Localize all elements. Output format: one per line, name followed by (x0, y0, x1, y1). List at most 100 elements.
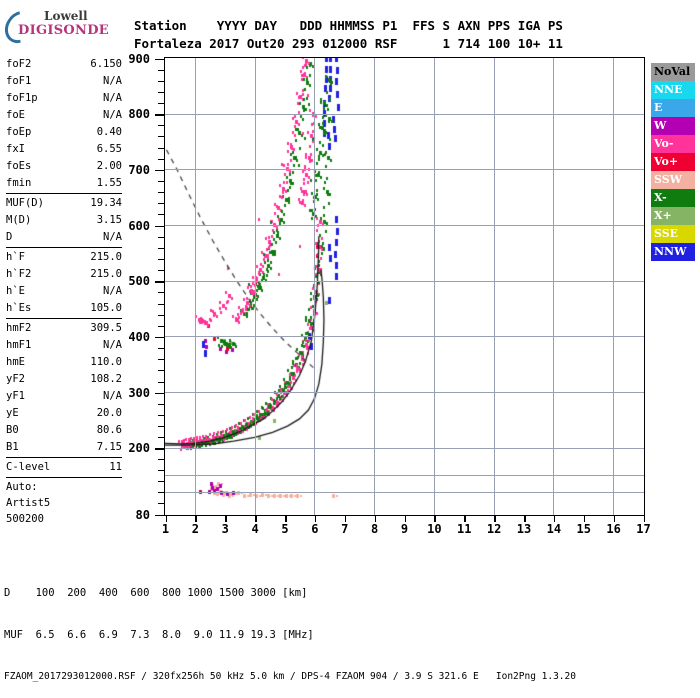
param-value: 3.15 (96, 214, 122, 226)
y-tick-major (155, 392, 164, 395)
y-tick-major (155, 169, 164, 172)
y-tick-minor (158, 103, 164, 105)
legend-swatch-ssw[interactable]: SSW (651, 171, 695, 189)
x-tick (255, 515, 257, 522)
param-value: 19.34 (90, 197, 122, 209)
param-row-fmin: fmin 1.55 (4, 175, 124, 192)
param-key: yE (6, 407, 19, 419)
x-tick (225, 515, 227, 522)
param-value: 2.00 (96, 160, 122, 172)
x-axis-tick-label: 15 (576, 522, 591, 536)
x-axis-tick-label: 17 (636, 522, 651, 536)
x-tick (374, 515, 377, 522)
y-tick-major (155, 336, 164, 339)
param-row-fof1: foF1 N/A (4, 73, 124, 90)
y-tick-minor (158, 80, 164, 82)
param-row-md: M(D) 3.15 (4, 212, 124, 229)
y-tick-minor (158, 437, 164, 439)
param-value: 80.6 (96, 424, 122, 436)
param-value: N/A (103, 231, 122, 243)
legend-swatch-e[interactable]: E (651, 99, 695, 117)
param-value: 6.55 (96, 143, 122, 155)
grid-line-v (433, 58, 435, 515)
y-tick-minor (158, 214, 164, 216)
y-tick-minor (158, 292, 164, 294)
param-key: D (6, 231, 13, 243)
y-tick-minor (158, 181, 164, 183)
ionogram-canvas[interactable] (165, 58, 643, 514)
param-value: 20.0 (96, 407, 122, 419)
footer-distance-row: D 100 200 400 600 800 1000 1500 3000 [km… (4, 587, 308, 599)
logo-brand-top: Lowell (44, 9, 88, 23)
legend-swatch-nne[interactable]: NNE (651, 81, 695, 99)
footer-file-row: FZAOM_2017293012000.RSF / 320fx256h 50 k… (4, 671, 576, 682)
direction-color-legend: NoVal NNE E W Vo- Vo+ SSW X- X+ SSE NNW (651, 63, 695, 261)
param-row-clevel: C-level 11 (4, 459, 124, 476)
param-key: hmF1 (6, 339, 32, 351)
x-axis-tick-label: 10 (427, 522, 442, 536)
x-axis-tick-label: 14 (546, 522, 562, 536)
param-row-mufd: MUF(D) 19.34 (4, 195, 124, 212)
param-row-yf1: yF1 N/A (4, 388, 124, 405)
param-key: h`F2 (6, 268, 32, 280)
x-tick (464, 515, 466, 522)
legend-swatch-vo[interactable]: Vo+ (651, 153, 695, 171)
param-key: B1 (6, 441, 19, 453)
grid-line-h (165, 280, 644, 282)
x-tick (583, 515, 586, 522)
x-tick (643, 515, 645, 522)
legend-swatch-vo[interactable]: Vo- (651, 135, 695, 153)
param-row-b0: B0 80.6 (4, 422, 124, 439)
x-tick (494, 515, 496, 522)
footer-muf-row: MUF 6.5 6.6 6.9 7.3 8.0 9.0 11.9 19.3 [M… (4, 629, 314, 641)
y-tick-minor (158, 370, 164, 372)
grid-line-v (314, 58, 316, 515)
param-group-divider (6, 457, 122, 458)
x-tick (195, 515, 197, 522)
param-key: foF1p (6, 92, 38, 104)
param-group-divider (6, 318, 122, 319)
param-row-hmf2: hmF2 309.5 (4, 320, 124, 337)
legend-swatch-w[interactable]: W (651, 117, 695, 135)
y-tick-minor (158, 325, 164, 327)
grid-line-v (493, 58, 495, 515)
legend-swatch-x[interactable]: X- (651, 189, 695, 207)
param-value: 108.2 (90, 373, 122, 385)
param-key: M(D) (6, 214, 32, 226)
y-axis-tick-label: 80 (135, 507, 150, 522)
y-tick-major (155, 281, 164, 283)
param-value: 309.5 (90, 322, 122, 334)
param-key: fmin (6, 177, 32, 189)
x-axis-tick-label: 8 (371, 522, 379, 536)
footer-info: D 100 200 400 600 800 1000 1500 3000 [km… (4, 558, 576, 698)
grid-line-v (613, 58, 615, 515)
x-tick (613, 515, 616, 522)
y-tick-minor (158, 426, 164, 428)
legend-swatch-x[interactable]: X+ (651, 207, 695, 225)
param-key: yF1 (6, 390, 25, 402)
param-key: foE (6, 109, 25, 121)
param-key: MUF(D) (6, 197, 44, 209)
legend-swatch-noval[interactable]: NoVal (651, 63, 695, 81)
x-axis-tick-label: 3 (221, 522, 229, 536)
param-key: hmF2 (6, 322, 32, 334)
y-tick-minor (158, 91, 164, 93)
y-tick-minor (158, 303, 164, 305)
y-tick-minor (158, 147, 164, 149)
x-tick (434, 515, 436, 522)
param-value: N/A (103, 285, 122, 297)
legend-swatch-sse[interactable]: SSE (651, 225, 695, 243)
legend-swatch-nnw[interactable]: NNW (651, 243, 695, 261)
param-key: foEs (6, 160, 32, 172)
param-row-fof2: foF2 6.150 (4, 56, 124, 73)
param-row-ye: yE 20.0 (4, 405, 124, 422)
ionogram-plot[interactable] (164, 57, 645, 516)
param-row-hes: h`Es 105.0 (4, 300, 124, 317)
param-group-divider (6, 193, 122, 194)
x-axis-tick-label: 11 (457, 522, 472, 536)
param-value: 7.15 (96, 441, 122, 453)
param-value: 1.55 (96, 177, 122, 189)
param-value: 6.150 (90, 58, 122, 70)
x-axis-tick-label: 2 (191, 522, 199, 536)
y-axis-tick-label: 400 (128, 329, 150, 344)
